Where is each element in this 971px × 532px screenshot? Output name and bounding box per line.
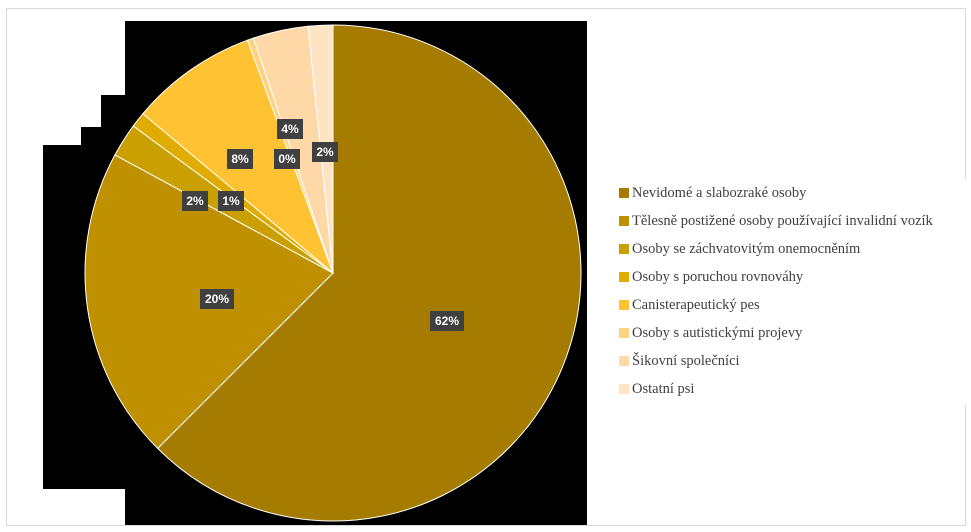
legend-swatch (619, 244, 629, 254)
data-label-box (182, 191, 208, 211)
data-label-text: 2% (316, 145, 334, 159)
data-label-box (274, 149, 300, 169)
legend-label: Ostatní psi (632, 380, 695, 397)
data-label-box (430, 311, 464, 331)
legend-label: Šikovní společníci (632, 352, 740, 369)
legend-label: Osoby s autistickými projevy (632, 324, 803, 341)
data-label-text: 1% (222, 194, 240, 208)
data-label-box (227, 149, 253, 169)
legend-label: Osoby s poruchou rovnováhy (632, 268, 804, 285)
pie-data-labels: 62% 20% 2% 1% 8% 0% 4% 2% (182, 119, 464, 331)
pie-slice-1 (156, 24, 582, 522)
data-label-text: 0% (278, 152, 296, 166)
legend-swatch (619, 356, 629, 366)
legend-item: Tělesně postižené osoby používající inva… (619, 207, 967, 235)
legend-label: Osoby se záchvatovitým onemocněním (632, 240, 861, 257)
data-label-box (200, 289, 234, 309)
legend-item: Osoby s autistickými projevy (619, 319, 967, 347)
data-label-7: 4% (277, 119, 303, 139)
legend-label: Tělesně postižené osoby používající inva… (632, 212, 933, 229)
legend-swatch (619, 300, 629, 310)
legend-swatch (619, 328, 629, 338)
data-label-6: 0% (274, 149, 300, 169)
legend-item: Canisterapeutický pes (619, 291, 967, 319)
legend-item: Osoby s poruchou rovnováhy (619, 263, 967, 291)
legend-item: Šikovní společníci (619, 347, 967, 375)
legend-item: Osoby se záchvatovitým onemocněním (619, 235, 967, 263)
legend: Nevidomé a slabozraké osoby Tělesně posti… (603, 179, 967, 405)
data-label-5: 8% (227, 149, 253, 169)
legend-label: Nevidomé a slabozraké osoby (632, 184, 807, 201)
data-label-4: 1% (218, 191, 244, 211)
data-label-box (277, 119, 303, 139)
data-label-box (218, 191, 244, 211)
legend-swatch (619, 188, 629, 198)
chart-area: 62% 20% 2% 1% 8% 0% 4% 2% Nevidomé a slabozraké… (6, 8, 967, 526)
legend-swatch (619, 384, 629, 394)
data-label-8: 2% (312, 142, 338, 162)
legend-swatch (619, 272, 629, 282)
pie-slices (84, 24, 582, 522)
data-label-text: 2% (186, 194, 204, 208)
data-label-1: 62% (430, 311, 464, 331)
data-label-text: 20% (205, 292, 229, 306)
legend-swatch (619, 216, 629, 226)
data-label-text: 4% (281, 122, 299, 136)
data-label-text: 8% (231, 152, 249, 166)
data-label-text: 62% (435, 314, 459, 328)
data-label-2: 20% (200, 289, 234, 309)
legend-item: Ostatní psi (619, 375, 967, 403)
legend-label: Canisterapeutický pes (632, 296, 760, 313)
data-label-box (312, 142, 338, 162)
legend-item: Nevidomé a slabozraké osoby (619, 179, 967, 207)
data-label-3: 2% (182, 191, 208, 211)
pie-chart: 62% 20% 2% 1% 8% 0% 4% 2% (43, 21, 587, 525)
